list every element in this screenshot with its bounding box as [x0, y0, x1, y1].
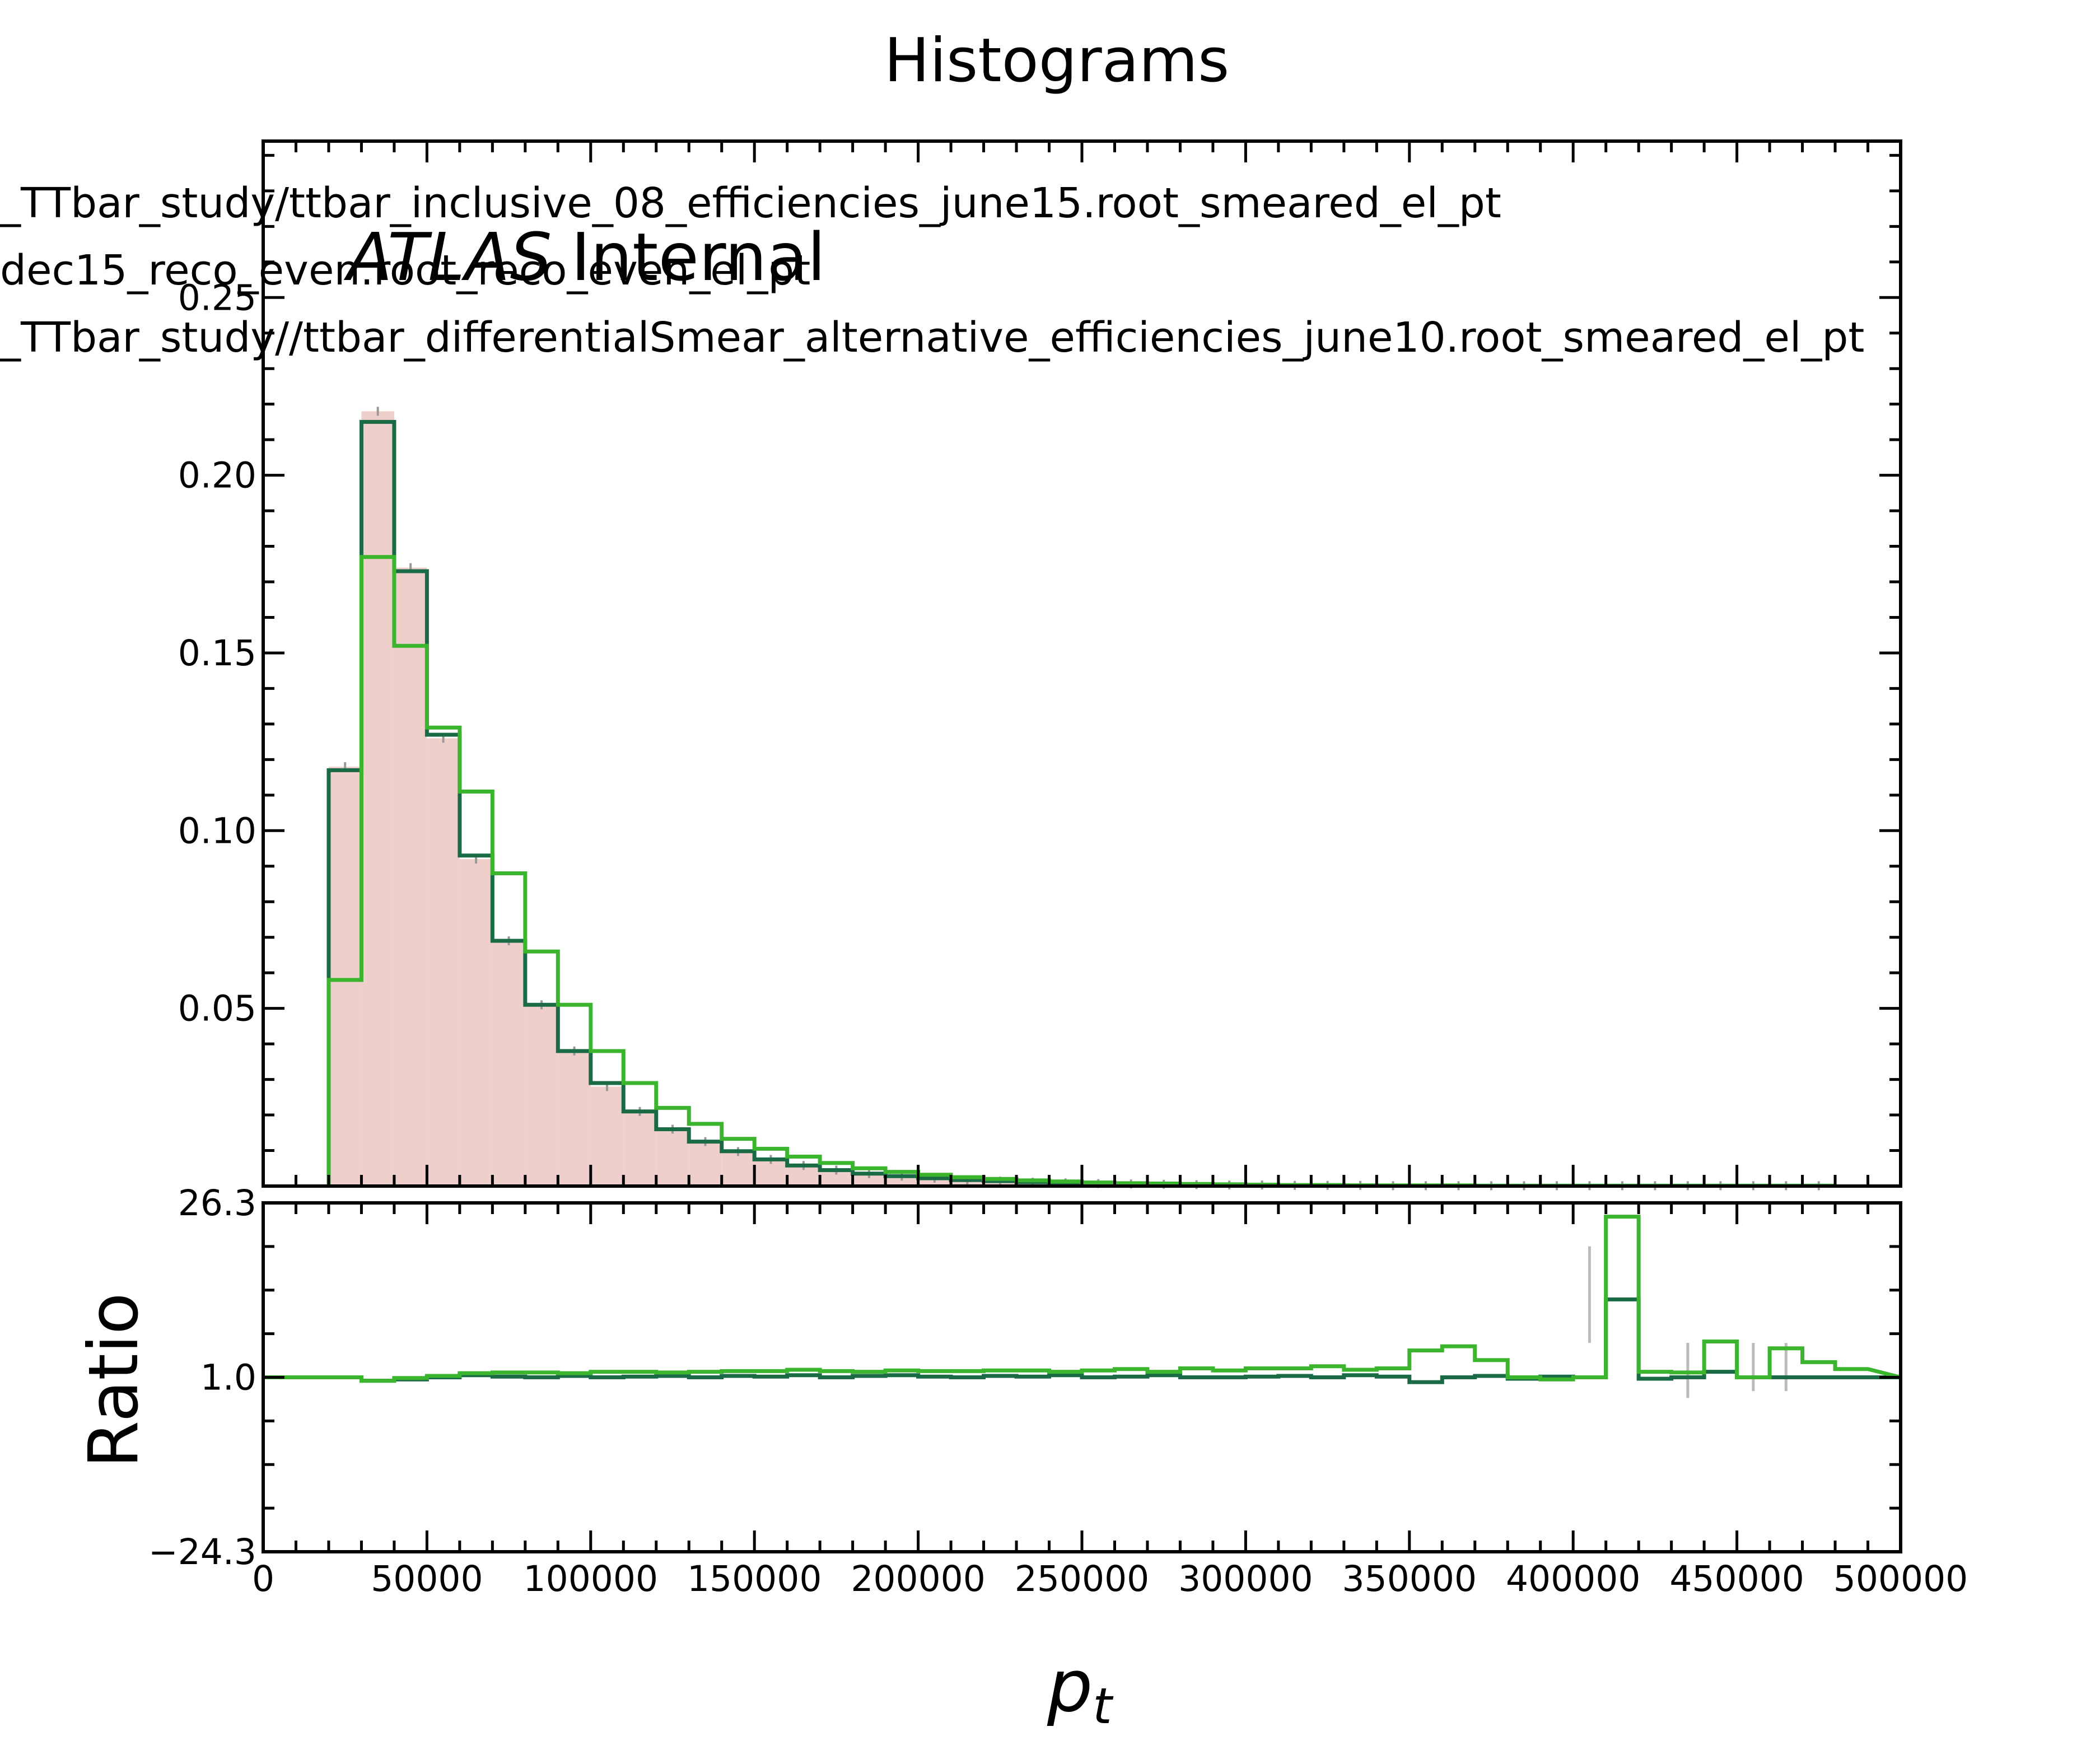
bar-reference-17 — [885, 1176, 918, 1186]
x-tick-label: 200000 — [851, 1558, 986, 1599]
ratio-frame — [262, 1201, 1902, 1553]
x-tick-label: 400000 — [1506, 1558, 1641, 1599]
bar-reference-5 — [492, 941, 525, 1186]
legend-entry-3: _TTbar_study//ttbar_differentialSmear_al… — [0, 314, 1864, 362]
bar-reference-11 — [689, 1141, 722, 1186]
x-tick-label: 0 — [252, 1558, 274, 1599]
main-bars — [328, 407, 1836, 1191]
bar-reference-3 — [427, 738, 460, 1186]
ratio-y-tick-label: −24.3 — [148, 1532, 256, 1572]
x-tick-label: 150000 — [687, 1558, 822, 1599]
main-ticks — [262, 141, 1902, 1186]
main-frame — [262, 139, 1902, 1188]
x-axis-label-main: p — [1047, 1645, 1093, 1728]
bar-reference-16 — [852, 1173, 886, 1186]
bar-reference-10 — [656, 1129, 689, 1186]
y-tick-label: 0.20 — [178, 455, 256, 496]
bar-reference-6 — [525, 1005, 558, 1186]
main-y-tick-labels: 0.05 0.10 0.15 0.20 0.25 — [178, 277, 256, 1029]
x-tick-label: 500000 — [1833, 1558, 1968, 1599]
bar-reference-12 — [721, 1151, 755, 1186]
chart-title: Histograms — [884, 26, 1230, 96]
x-tick-labels: 0 50000 100000 150000 200000 250000 300000 3500… — [252, 1558, 1968, 1599]
ratio-y-axis-label: Ratio — [74, 1292, 153, 1468]
bar-reference-2 — [394, 567, 427, 1187]
ratio-y-tick-label: 1.0 — [200, 1357, 256, 1398]
x-tick-label: 250000 — [1015, 1558, 1150, 1599]
atlas-word: ATLAS — [343, 218, 552, 296]
x-tick-label: 100000 — [524, 1558, 659, 1599]
bar-reference-4 — [459, 859, 493, 1186]
ratio-y-tick-label: 26.3 — [178, 1183, 256, 1224]
ratio-lines — [263, 1215, 1901, 1398]
bar-reference-0 — [328, 767, 362, 1186]
ratio-panel: 26.3 1.0 −24.3 — [148, 1183, 1902, 1572]
y-tick-label: 0.15 — [178, 633, 256, 674]
x-tick-label: 300000 — [1178, 1558, 1313, 1599]
legend-entry-1: _TTbar_study/ttbar_inclusive_08_efficien… — [0, 179, 1501, 227]
legend-entry-2: dec15_reco_even.root_reco_even_el_pt — [0, 246, 810, 295]
atlas-label: ATLAS Internal — [343, 218, 825, 296]
bar-reference-1 — [361, 411, 394, 1186]
bar-reference-8 — [590, 1086, 624, 1186]
x-tick-label: 450000 — [1669, 1558, 1804, 1599]
y-tick-label: 0.10 — [178, 810, 256, 851]
ratio-y-tick-labels: 26.3 1.0 −24.3 — [148, 1183, 256, 1572]
bar-reference-7 — [558, 1051, 591, 1186]
x-tick-label: 50000 — [371, 1558, 483, 1599]
y-tick-label: 0.25 — [178, 277, 256, 318]
legend: _TTbar_study/ttbar_inclusive_08_efficien… — [0, 179, 1864, 362]
bar-reference-9 — [623, 1111, 656, 1186]
atlas-status: Internal — [571, 218, 826, 296]
main-panel: 0.05 0.10 0.15 0.20 0.25 — [178, 139, 1902, 1191]
x-axis-label-sub: t — [1093, 1677, 1114, 1735]
ratio-series-1 — [263, 1215, 1901, 1383]
x-tick-label: 350000 — [1342, 1558, 1477, 1599]
x-axis-label: pt — [1047, 1645, 1114, 1735]
y-tick-label: 0.05 — [178, 988, 256, 1029]
